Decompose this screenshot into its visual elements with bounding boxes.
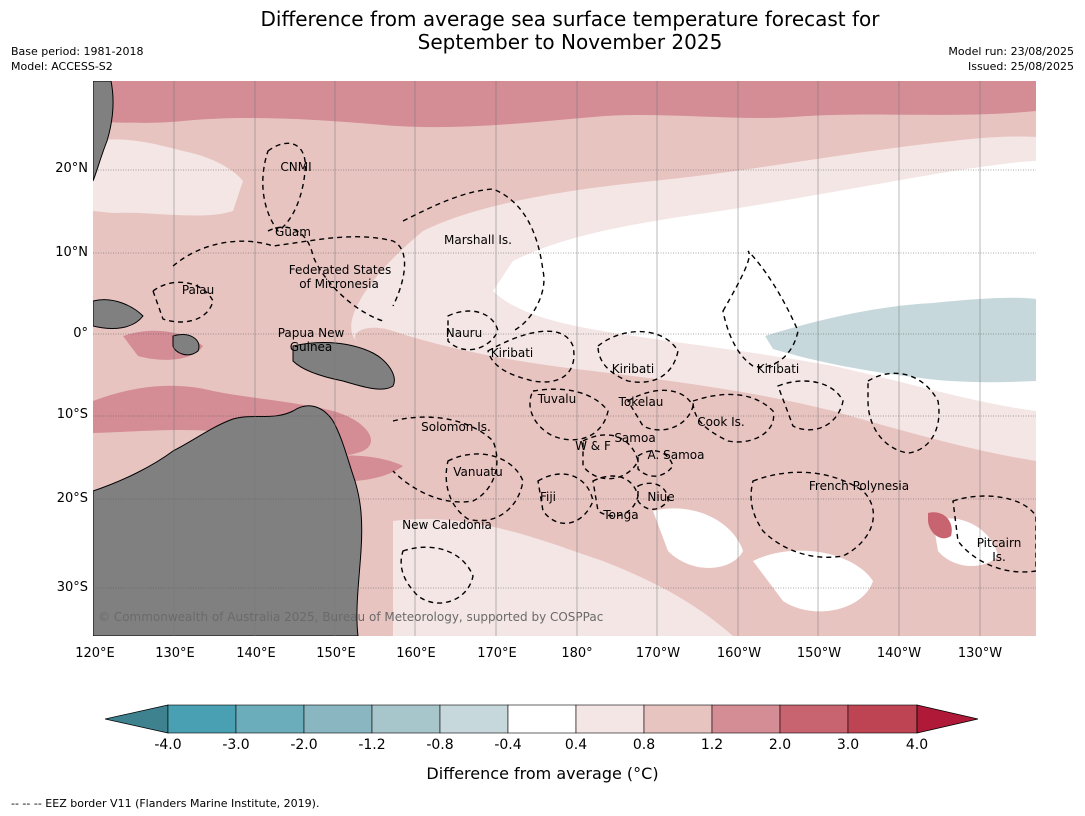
label-nauru: Nauru: [446, 326, 482, 340]
y-tick-30s: 30°S: [56, 580, 88, 595]
philippines-landmass: [93, 81, 114, 182]
colorbar-bin-7: [575, 704, 645, 734]
meta-left: Base period: 1981-2018 Model: ACCESS-S2: [11, 44, 143, 74]
colorbar-label-2: -3.0: [222, 737, 250, 753]
x-tick-120e: 120°E: [75, 646, 115, 661]
colorbar: [105, 704, 979, 734]
eez-borders: [152, 142, 1036, 604]
x-tick-160w: 160°W: [716, 646, 762, 661]
meta-right: Model run: 23/08/2025 Issued: 25/08/2025: [948, 44, 1074, 74]
sulawesi-landmass: [172, 334, 200, 356]
label-pitcairn-2: Is.: [992, 550, 1006, 564]
colorbar-bin-10: [779, 704, 849, 734]
title-line-2: September to November 2025: [417, 30, 723, 54]
colorbar-label-9: 1.2: [700, 737, 724, 753]
colorbar-label-7: 0.4: [564, 737, 588, 753]
label-fsm-1: Federated States: [289, 263, 391, 277]
new-guinea-landmass: [292, 342, 395, 390]
colorbar-label-12: 4.0: [905, 737, 929, 753]
x-tick-170w: 170°W: [635, 646, 681, 661]
title-line-1: Difference from average sea surface temp…: [260, 7, 880, 31]
model-run: Model run: 23/08/2025: [948, 45, 1074, 58]
label-samoa: Samoa: [614, 431, 655, 445]
sst-anomaly-map: CNMI Guam Marshall Is. Federated States …: [93, 81, 1036, 636]
southeast-white-patch: [653, 508, 743, 568]
colorbar-label-6: -0.4: [494, 737, 522, 753]
colorbar-bin-11: [847, 704, 918, 734]
north-warm-band: [93, 81, 1036, 128]
colorbar-label-11: 3.0: [836, 737, 860, 753]
graticule: [93, 169, 1036, 589]
label-cook: Cook Is.: [697, 415, 744, 429]
y-tick-10n: 10°N: [55, 245, 88, 260]
label-tonga: Tonga: [602, 508, 638, 522]
indonesia-landmass: [93, 299, 144, 329]
colorbar-bin-2: [235, 704, 305, 734]
colorbar-title: Difference from average (°C): [426, 764, 659, 783]
model-name: Model: ACCESS-S2: [11, 60, 113, 73]
x-tick-130e: 130°E: [155, 646, 195, 661]
australia-landmass: [93, 405, 363, 636]
label-kiribati-central: Kiribati: [612, 362, 654, 376]
label-french-polynesia: French Polynesia: [809, 479, 909, 493]
label-niue: Niue: [647, 490, 674, 504]
colorbar-bin-6: [507, 704, 577, 734]
equatorial-cool-tongue: [765, 297, 1036, 383]
label-png-2: Guinea: [290, 340, 333, 354]
y-tick-20n: 20°N: [55, 161, 88, 176]
southeast-light-patch: [393, 519, 733, 636]
issued-date: Issued: 25/08/2025: [967, 60, 1074, 73]
meridians: [173, 81, 981, 636]
label-solomon: Solomon Is.: [421, 420, 491, 434]
label-cnmi: CNMI: [280, 160, 311, 174]
label-tokelau: Tokelau: [618, 395, 664, 409]
colorbar-bin-4: [371, 704, 441, 734]
colorbar-bin-1: [167, 704, 237, 734]
label-kiribati-east: Kiribati: [757, 362, 799, 376]
map-title: Difference from average sea surface temp…: [200, 8, 940, 54]
label-marshall: Marshall Is.: [444, 233, 512, 247]
colorbar-label-3: -2.0: [290, 737, 318, 753]
colorbar-bin-5: [439, 704, 509, 734]
y-tick-0: 0°: [73, 326, 88, 341]
y-tick-20s: 20°S: [56, 491, 88, 506]
colorbar-bin-8: [643, 704, 713, 734]
label-png-1: Papua New: [278, 326, 345, 340]
colorbar-label-10: 2.0: [768, 737, 792, 753]
x-tick-150w: 150°W: [796, 646, 842, 661]
label-guam: Guam: [275, 225, 311, 239]
colorbar-bin-3: [303, 704, 373, 734]
x-tick-150e: 150°E: [316, 646, 356, 661]
label-pitcairn-1: Pitcairn: [977, 536, 1022, 550]
label-wallis-futuna: W & F: [575, 439, 611, 453]
base-period: Base period: 1981-2018: [11, 45, 144, 58]
colorbar-label-1: -4.0: [154, 737, 182, 753]
colorbar-label-4: -1.2: [358, 737, 386, 753]
x-tick-180: 180°: [561, 646, 593, 661]
north-light-zone: [93, 139, 243, 216]
copyright-notice: © Commonwealth of Australia 2025, Bureau…: [98, 610, 603, 624]
label-fsm-2: of Micronesia: [299, 277, 379, 291]
colorbar-bin-9: [711, 704, 781, 734]
x-tick-130w: 130°W: [957, 646, 1003, 661]
label-kiribati-west: Kiribati: [491, 346, 533, 360]
colorbar-label-8: 0.8: [632, 737, 656, 753]
label-american-samoa: A. Samoa: [648, 448, 705, 462]
x-tick-140e: 140°E: [236, 646, 276, 661]
colorbar-min-extension: [105, 704, 169, 734]
x-tick-160e: 160°E: [396, 646, 436, 661]
label-new-caledonia: New Caledonia: [402, 518, 492, 532]
x-tick-140w: 140°W: [876, 646, 922, 661]
label-tuvalu: Tuvalu: [537, 392, 577, 406]
colorbar-max-extension: [916, 704, 979, 734]
y-tick-10s: 10°S: [56, 407, 88, 422]
colorbar-label-5: -0.8: [426, 737, 454, 753]
label-fiji: Fiji: [540, 490, 556, 504]
south-white-patch: [753, 550, 873, 612]
label-palau: Palau: [182, 283, 214, 297]
eez-legend-note: -- -- -- EEZ border V11 (Flanders Marine…: [11, 797, 320, 810]
x-tick-170e: 170°E: [477, 646, 517, 661]
label-vanuatu: Vanuatu: [453, 465, 503, 479]
pitcairn-warm-patch: [928, 512, 952, 539]
